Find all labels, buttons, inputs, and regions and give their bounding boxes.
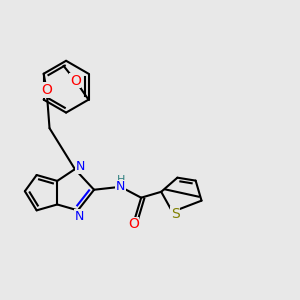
Text: N: N [76, 160, 86, 173]
Text: O: O [41, 83, 52, 97]
Text: O: O [70, 74, 81, 88]
Text: O: O [128, 218, 139, 232]
Text: S: S [171, 207, 180, 221]
Text: N: N [75, 210, 84, 223]
Text: N: N [116, 180, 125, 193]
Text: H: H [117, 175, 126, 185]
